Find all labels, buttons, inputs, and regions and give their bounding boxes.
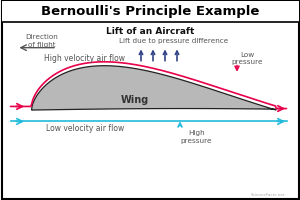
FancyBboxPatch shape [2, 1, 298, 199]
FancyBboxPatch shape [2, 1, 298, 22]
Text: Wing: Wing [121, 95, 149, 105]
Text: Direction
of flight: Direction of flight [26, 34, 58, 48]
Text: Lift due to pressure difference: Lift due to pressure difference [119, 38, 229, 44]
Text: Lift of an Aircraft: Lift of an Aircraft [106, 27, 194, 36]
Text: High velocity air flow: High velocity air flow [44, 54, 124, 63]
Text: Bernoulli's Principle Example: Bernoulli's Principle Example [41, 5, 259, 18]
Text: Low
pressure: Low pressure [232, 52, 263, 65]
Text: ScienceFacts.net: ScienceFacts.net [250, 193, 285, 197]
Text: High
pressure: High pressure [181, 130, 212, 144]
Text: Low velocity air flow: Low velocity air flow [46, 124, 124, 133]
Polygon shape [32, 66, 276, 110]
